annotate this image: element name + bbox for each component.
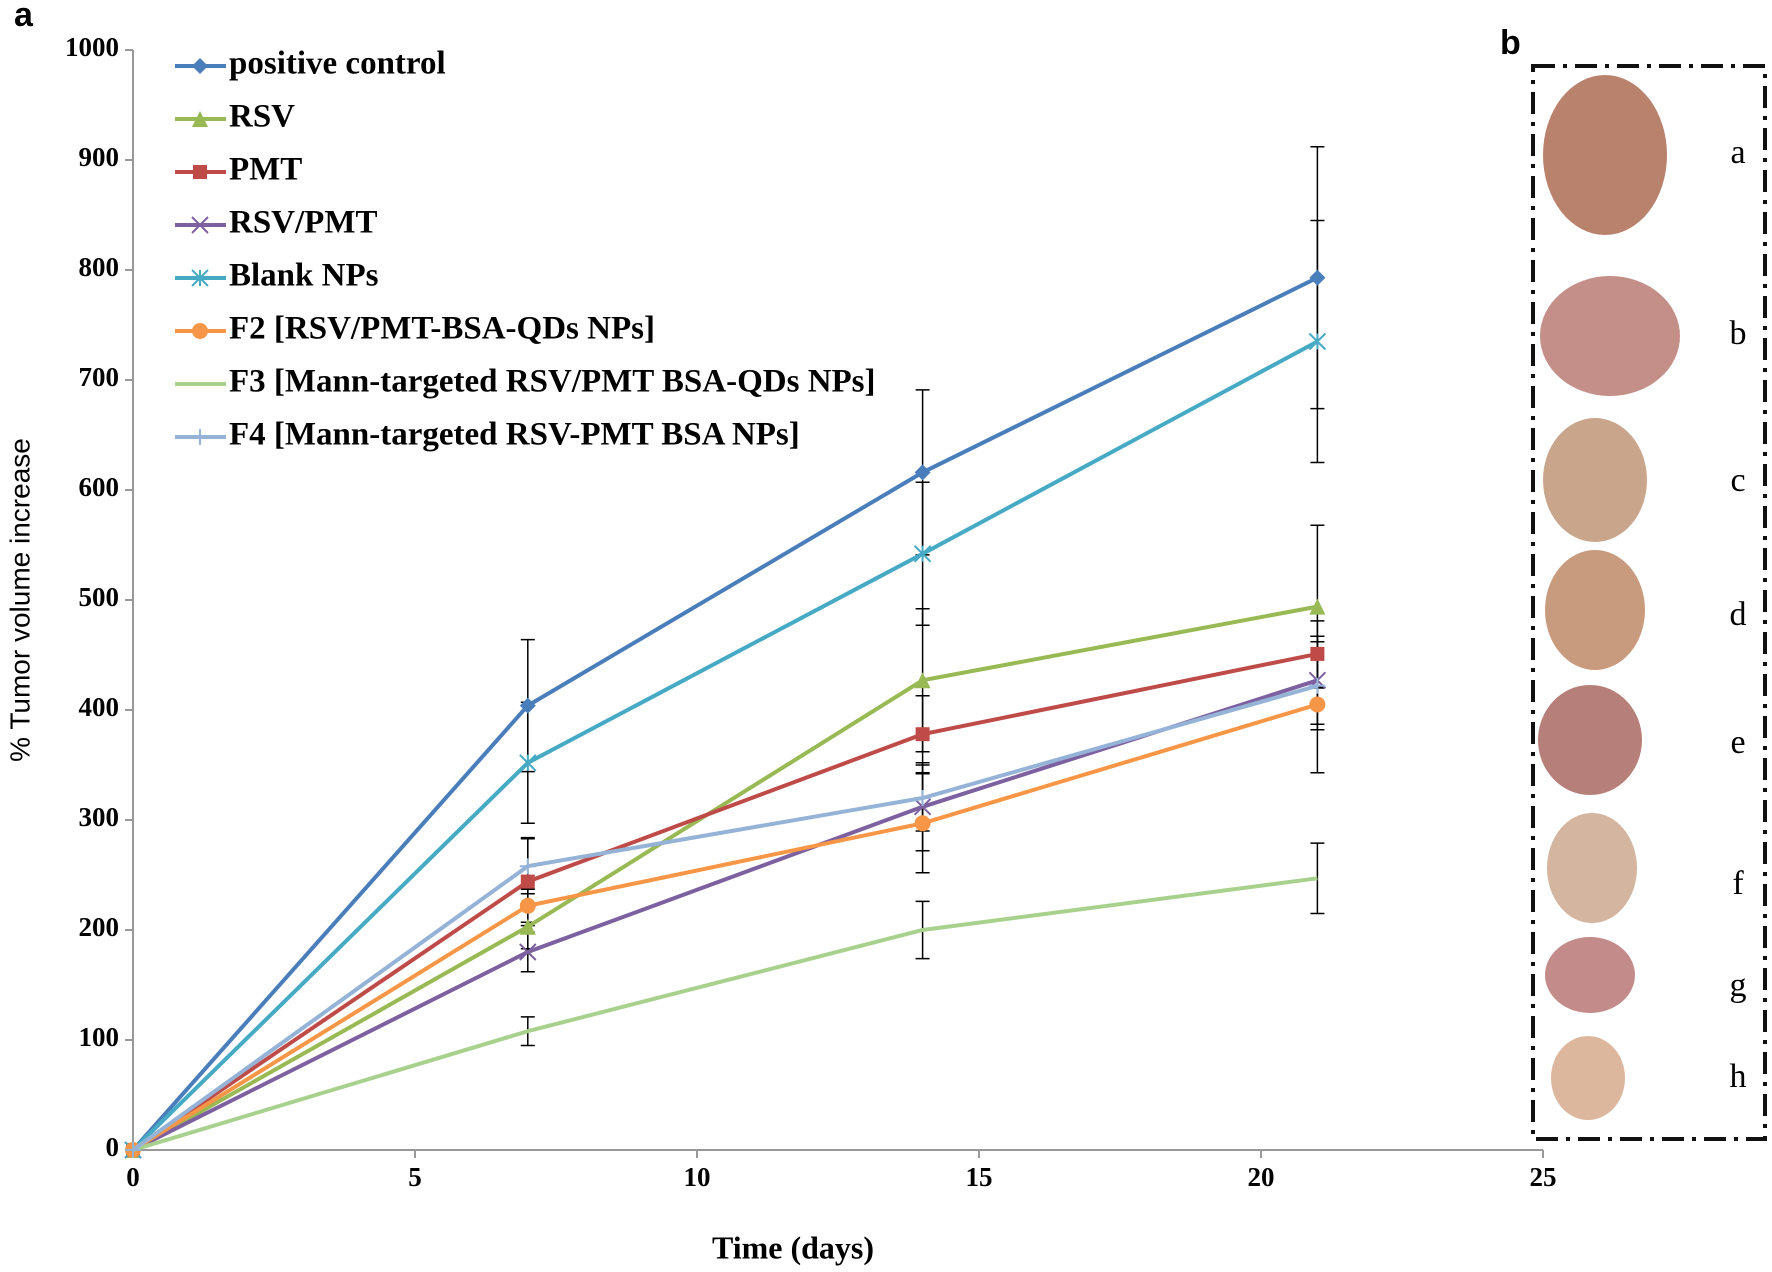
tumor-photo (1543, 75, 1667, 235)
tumor-photo (1545, 937, 1635, 1013)
marker (913, 545, 932, 563)
marker (125, 1142, 141, 1158)
x-axis-title: Time (days) (712, 1229, 874, 1265)
marker (192, 323, 208, 339)
marker (914, 464, 931, 481)
legend-label: F4 [Mann-targeted RSV-PMT BSA NPs] (229, 417, 800, 453)
x-tick-label: 20 (1248, 1162, 1275, 1192)
y-tick-label: 100 (79, 1022, 120, 1052)
y-tick-label: 700 (79, 362, 120, 392)
marker (519, 697, 536, 714)
marker (520, 874, 535, 889)
y-tick-label: 0 (106, 1132, 120, 1162)
tumor-photo (1540, 276, 1680, 396)
marker (1309, 696, 1326, 713)
tumor-photo (1551, 1036, 1625, 1120)
y-tick-label: 300 (79, 802, 120, 832)
series-line (132, 604, 1318, 1152)
marker (915, 727, 930, 742)
marker (519, 858, 536, 875)
tumor-photo (1538, 685, 1642, 795)
marker (192, 111, 208, 127)
legend-label: RSV/PMT (229, 205, 378, 241)
series-line (131, 683, 1318, 1152)
panel-label: a (14, 0, 34, 34)
x-tick-label: 5 (408, 1162, 422, 1192)
photo-label: d (1730, 596, 1747, 633)
marker (914, 790, 931, 806)
legend-label: F3 [Mann-targeted RSV/PMT BSA-QDs NPs] (229, 364, 876, 400)
series-line (132, 678, 1319, 1152)
y-tick-label: 600 (79, 472, 120, 502)
tumor-photo (1545, 550, 1645, 670)
series-line (132, 876, 1318, 1152)
series-line (131, 702, 1318, 1152)
marker (191, 269, 209, 287)
marker (1309, 598, 1326, 615)
x-tick-label: 25 (1530, 1162, 1557, 1192)
tumor-photos (1538, 75, 1680, 1120)
tumor-photo (1543, 418, 1647, 542)
legend-label: RSV (229, 99, 295, 135)
y-axis-title: % Tumor volume increase (4, 438, 35, 762)
legend-label: Blank NPs (229, 258, 379, 294)
photo-label: e (1730, 724, 1745, 761)
marker (193, 165, 207, 179)
photo-label: h (1730, 1058, 1747, 1095)
legend-label: positive control (229, 46, 446, 82)
marker (191, 216, 209, 234)
photo-label: c (1730, 462, 1745, 499)
photo-label: f (1732, 865, 1744, 902)
marker (519, 943, 537, 961)
y-tick-label: 800 (79, 252, 120, 282)
y-tick-label: 500 (79, 582, 120, 612)
photo-label: b (1730, 315, 1747, 352)
y-tick-label: 1000 (65, 32, 119, 62)
photo-label: a (1730, 134, 1745, 171)
y-tick-label: 200 (79, 912, 120, 942)
legend-label: F2 [RSV/PMT-BSA-QDs NPs] (229, 311, 655, 347)
x-tick-label: 0 (126, 1162, 140, 1192)
marker (519, 897, 536, 914)
marker (519, 918, 536, 935)
x-tick-label: 10 (684, 1162, 711, 1192)
marker (519, 754, 537, 772)
series-line (131, 651, 1318, 1152)
marker (914, 672, 931, 689)
marker (192, 58, 208, 74)
marker (914, 815, 931, 832)
y-tick-label: 900 (79, 142, 120, 172)
tumor-photo (1547, 813, 1637, 923)
marker (1310, 646, 1325, 661)
legend-label: PMT (229, 152, 302, 188)
marker (192, 429, 208, 445)
panel-frame (1531, 64, 1767, 1141)
series-line (131, 275, 1319, 1152)
marker (1308, 332, 1327, 351)
panel-label: b (1500, 24, 1521, 62)
series-line (131, 339, 1319, 1152)
marker (913, 798, 932, 816)
marker (1309, 269, 1326, 286)
x-tick-label: 15 (966, 1162, 993, 1192)
photo-label: g (1730, 967, 1747, 1004)
marker (1309, 677, 1326, 694)
y-tick-label: 400 (79, 692, 120, 722)
